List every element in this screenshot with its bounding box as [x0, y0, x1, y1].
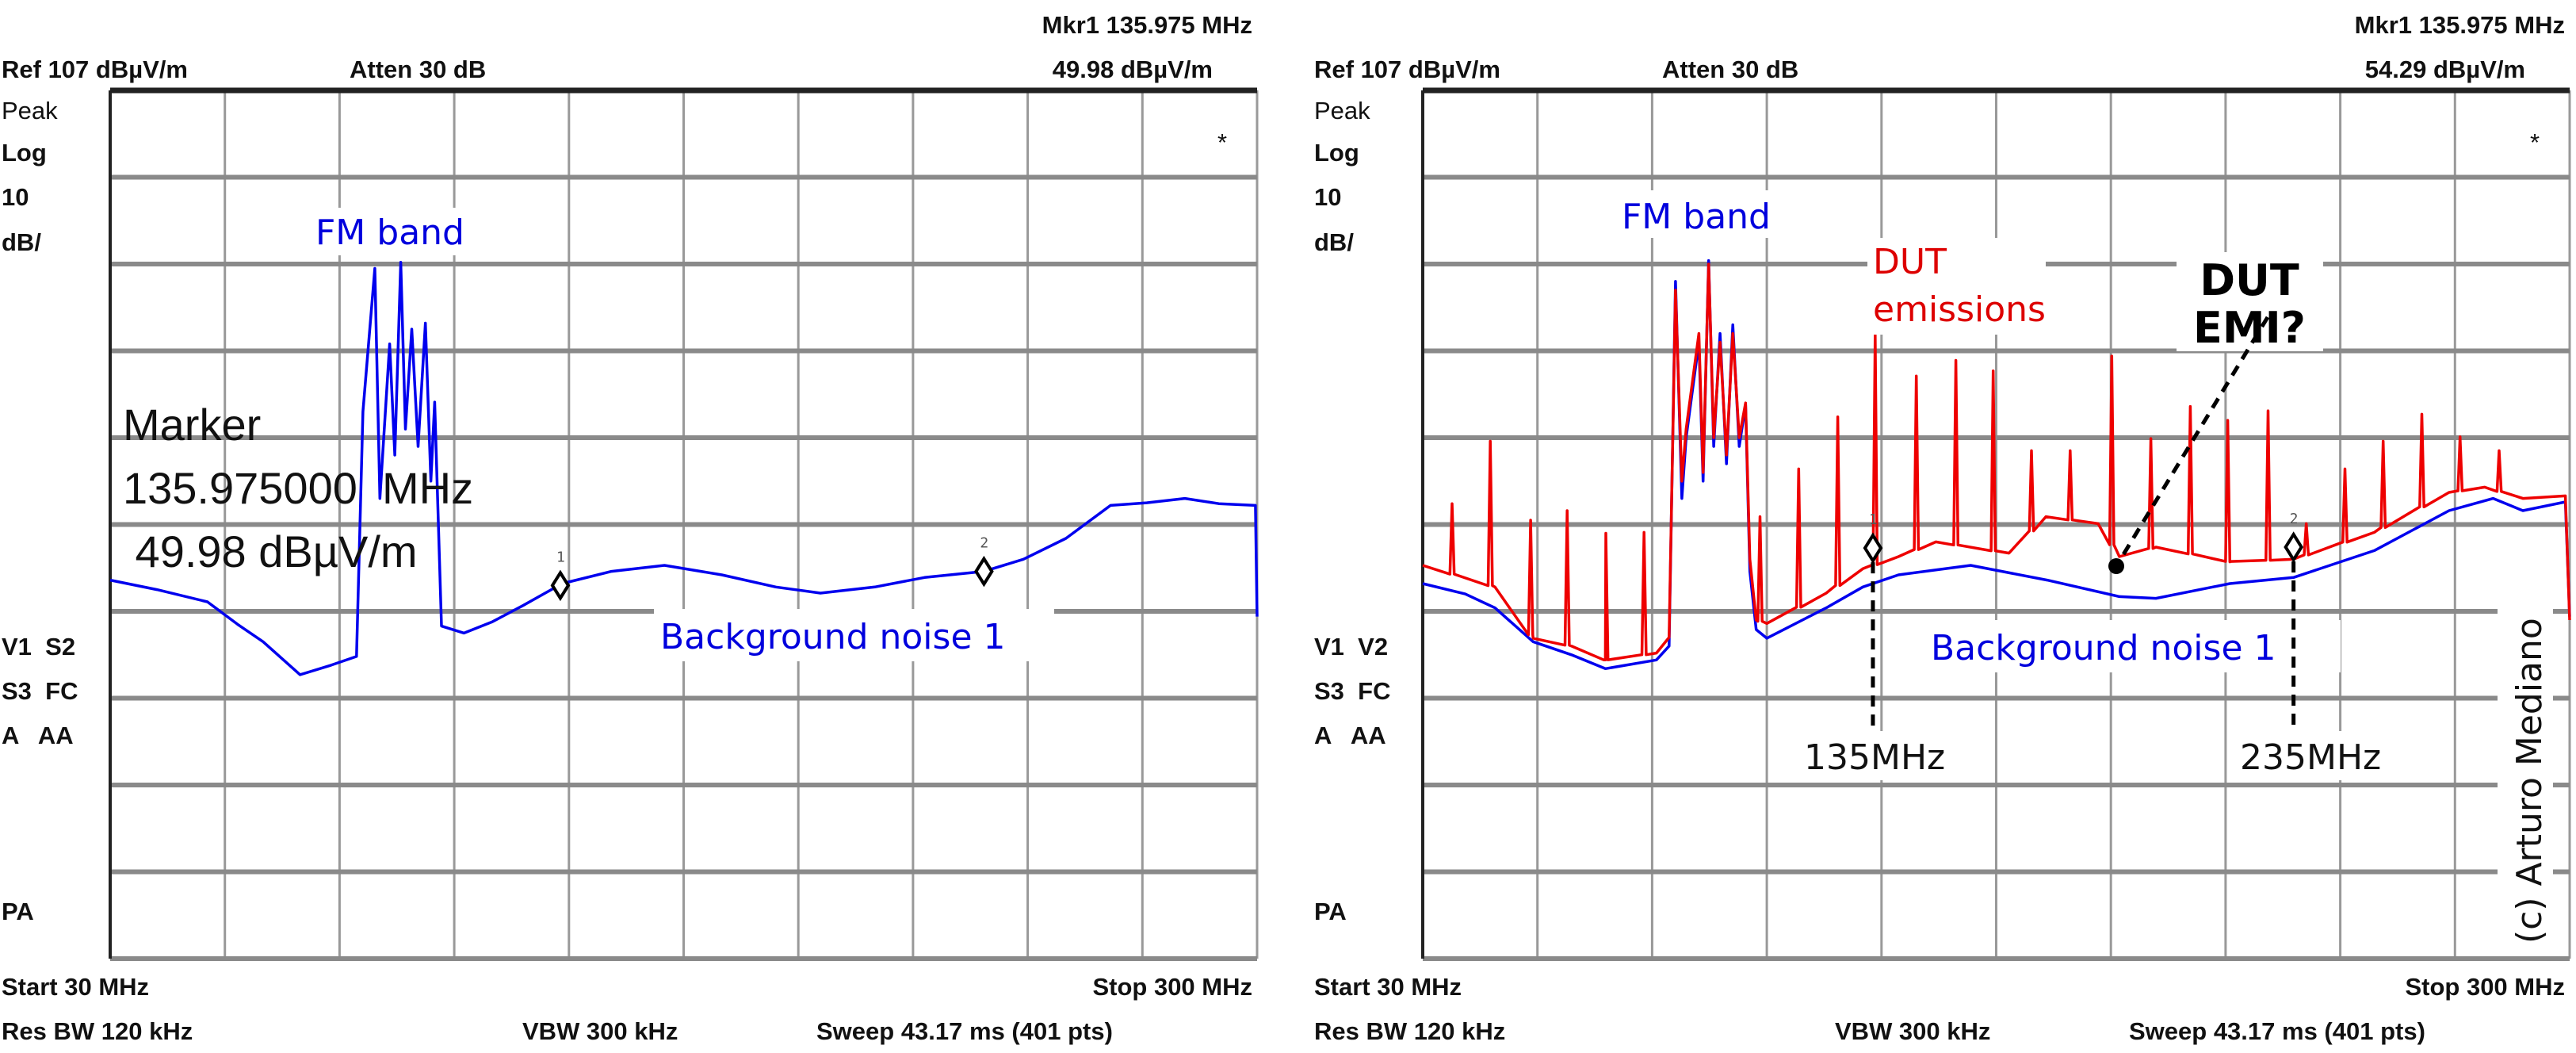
scale-label: Log: [2, 139, 47, 167]
label-235mhz: 235MHz: [2240, 737, 2381, 778]
div-value: 10: [2, 183, 29, 211]
background-noise-label: Background noise 1: [660, 617, 1006, 657]
dut-emi-label-line2: EMI?: [2193, 303, 2306, 353]
scale-label: Log: [1314, 139, 1359, 167]
trace-status-3: A AA: [1314, 722, 1386, 749]
emi-pointer-line: [2114, 316, 2270, 568]
dut-emissions-trace: [1422, 262, 2571, 662]
div-unit: dB/: [1314, 228, 1354, 256]
detector-label: Peak: [2, 97, 58, 124]
marker-1-number: 1: [1869, 511, 1878, 528]
res-bw: Res BW 120 kHz: [1314, 1017, 1505, 1045]
marker-level-annotation: 49.98 dBµV/m: [123, 526, 418, 576]
emi-pointer-dot: [2108, 558, 2124, 574]
dut-emissions-label-line2: emissions: [1873, 289, 2046, 330]
marker-freq-readout: Mkr1 135.975 MHz: [2355, 11, 2565, 39]
label-135mhz: 135MHz: [1804, 737, 1945, 778]
marker-1-diamond: [550, 569, 571, 602]
dut-emi-label-line1: DUT: [2200, 255, 2299, 305]
start-freq: Start 30 MHz: [1314, 973, 1462, 1001]
marker-level-readout: 54.29 dBµV/m: [2365, 56, 2525, 83]
marker-2-diamond: [974, 555, 994, 588]
dut-emissions-label-line1: DUT: [1873, 242, 1947, 282]
sweep: Sweep 43.17 ms (401 pts): [816, 1017, 1113, 1045]
star-indicator: *: [2530, 128, 2540, 156]
start-freq: Start 30 MHz: [2, 973, 149, 1001]
traces: 12: [109, 261, 1259, 676]
detector-label: Peak: [1314, 97, 1370, 124]
marker-2-number: 2: [2290, 511, 2299, 527]
trace-status-1: V1 S2: [2, 633, 75, 661]
marker-1-number: 1: [556, 549, 565, 565]
trace-status-3: A AA: [2, 722, 74, 749]
right-spectrum-panel: Mkr1 135.975 MHz Ref 107 dBµV/m Atten 30…: [1314, 11, 2571, 1045]
background-noise-1-trace: [109, 261, 1259, 676]
marker-1-diamond: [1863, 532, 1883, 564]
marker-2-diamond: [2284, 531, 2304, 563]
div-unit: dB/: [2, 228, 41, 256]
stop-freq: Stop 300 MHz: [1092, 973, 1252, 1001]
copyright-watermark: (c) Arturo Mediano: [2509, 618, 2550, 944]
stop-freq: Stop 300 MHz: [2405, 973, 2565, 1001]
marker-level-readout: 49.98 dBµV/m: [1053, 56, 1213, 83]
sweep: Sweep 43.17 ms (401 pts): [2129, 1017, 2425, 1045]
vbw: VBW 300 kHz: [522, 1017, 678, 1045]
trace-status-2: S3 FC: [1314, 677, 1390, 705]
pa-label: PA: [1314, 898, 1347, 925]
marker-title: Marker: [123, 400, 261, 450]
fm-band-label: FM band: [315, 213, 464, 253]
trace-status-1: V1 V2: [1314, 633, 1388, 661]
res-bw: Res BW 120 kHz: [2, 1017, 193, 1045]
div-value: 10: [1314, 183, 1341, 211]
ref-level: Ref 107 dBµV/m: [2, 56, 188, 83]
trace-status-2: S3 FC: [2, 677, 78, 705]
attenuation: Atten 30 dB: [350, 56, 486, 83]
fm-band-label: FM band: [1622, 197, 1771, 237]
marker-2-number: 2: [980, 535, 988, 552]
marker-freq-readout: Mkr1 135.975 MHz: [1042, 11, 1252, 39]
star-indicator: *: [1217, 128, 1227, 156]
pa-label: PA: [2, 898, 34, 925]
attenuation: Atten 30 dB: [1662, 56, 1798, 83]
background-noise-label: Background noise 1: [1931, 628, 2276, 668]
marker-freq-annotation: 135.975000 MHz: [123, 463, 473, 513]
ref-level: Ref 107 dBµV/m: [1314, 56, 1500, 83]
left-spectrum-panel: Mkr1 135.975 MHz Ref 107 dBµV/m Atten 30…: [2, 11, 1259, 1045]
vbw: VBW 300 kHz: [1835, 1017, 1990, 1045]
